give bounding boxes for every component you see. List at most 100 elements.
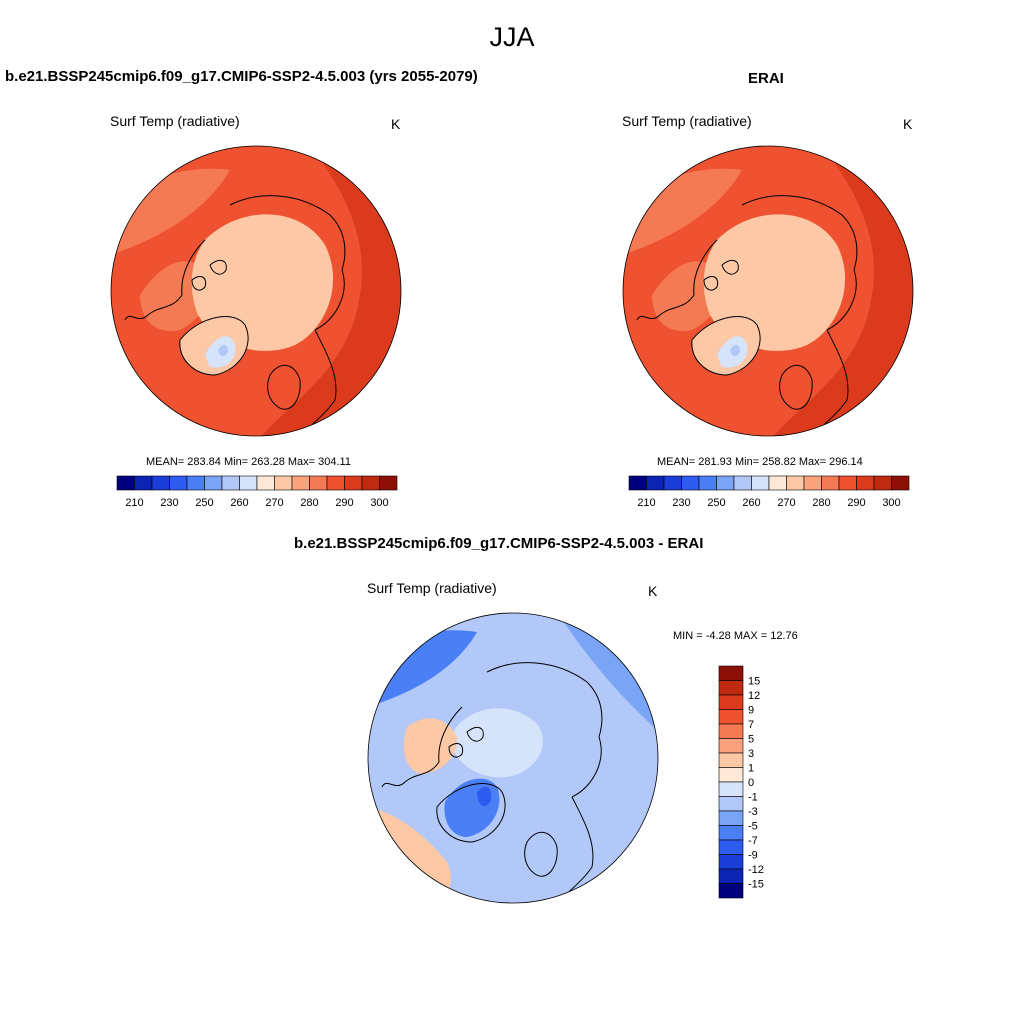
panel-diff-subtitle: Surf Temp (radiative) — [367, 580, 497, 596]
colorbar-box — [718, 738, 744, 754]
diff-polar-map — [367, 612, 659, 904]
arctic-near-zero — [451, 708, 543, 778]
colorbar-box — [221, 475, 240, 491]
colorbar-box — [151, 475, 170, 491]
colorbar-tick-label: 0 — [748, 777, 754, 789]
greenland-coastline — [436, 783, 506, 843]
colorbar-box — [718, 868, 744, 884]
arctic-island-coastline-2 — [703, 276, 719, 291]
colorbar-box — [628, 475, 647, 491]
map-border — [622, 145, 914, 437]
colorbar-box — [718, 796, 744, 812]
colorbar-box — [361, 475, 380, 491]
colorbar-box — [718, 723, 744, 739]
greenland-coastline — [691, 316, 761, 376]
colorbar-box — [751, 475, 770, 491]
colorbar-box — [718, 883, 744, 899]
colorbar-box — [379, 475, 398, 491]
model-colorbar: 210 230 250 260 270 280 290 300 — [116, 475, 398, 509]
colorbar-tick-label: 280 — [812, 497, 830, 509]
panel-obs-stats: MEAN= 281.93 Min= 258.82 Max= 296.14 — [657, 456, 863, 468]
colorbar-box — [309, 475, 328, 491]
colorbar-tick-label: -5 — [748, 821, 758, 833]
scandinavia-coastline — [524, 832, 558, 877]
arctic-island-coastline — [209, 259, 227, 275]
eurasia-coastline — [741, 195, 858, 331]
panel-diff-minmax: MIN = -4.28 MAX = 12.76 — [673, 630, 798, 642]
colorbar-box — [718, 854, 744, 870]
colorbar-tick-label: 290 — [335, 497, 353, 509]
figure-title: JJA — [489, 22, 535, 52]
colorbar-tick-label: 9 — [748, 705, 754, 717]
diff-colorbar: 15 12 9 7 5 3 1 0 -1 -3 -5 -7 -9 -12 -15 — [718, 665, 764, 899]
scandinavia-coastline — [779, 365, 813, 410]
north-america-coastline — [124, 239, 206, 321]
colorbar-tick-label: 280 — [300, 497, 318, 509]
arctic-island-coastline — [466, 726, 484, 742]
colorbar-tick-label: 210 — [637, 497, 655, 509]
colorbar-tick-label: 270 — [265, 497, 283, 509]
greenland-strong-anomaly — [477, 786, 492, 807]
colorbar-tick-label: -9 — [748, 850, 758, 862]
colorbar-tick-label: 250 — [195, 497, 213, 509]
panel-obs-subtitle: Surf Temp (radiative) — [622, 113, 752, 129]
colorbar-tick-label: -7 — [748, 835, 758, 847]
colorbar-box — [718, 694, 744, 710]
colorbar-tick-label: 210 — [125, 497, 143, 509]
colorbar-box — [204, 475, 223, 491]
colorbar-tick-label: 260 — [742, 497, 760, 509]
colorbar-tick-label: 300 — [882, 497, 900, 509]
colorbar-box — [803, 475, 822, 491]
colorbar-tick-label: 250 — [707, 497, 725, 509]
colorbar-box — [718, 839, 744, 855]
colorbar-tick-label: -12 — [748, 864, 764, 876]
colorbar-box — [718, 767, 744, 783]
arctic-island-coastline-2 — [448, 743, 464, 758]
colorbar-box — [718, 825, 744, 841]
north-america-coastline — [381, 706, 463, 788]
colorbar-box — [718, 752, 744, 768]
colorbar-box — [873, 475, 892, 491]
eurasia-coastline — [229, 195, 346, 331]
greenland-coastline — [179, 316, 249, 376]
colorbar-tick-label: 3 — [748, 748, 754, 760]
colorbar-box — [856, 475, 875, 491]
colorbar-tick-label: 270 — [777, 497, 795, 509]
colorbar-tick-label: 5 — [748, 734, 754, 746]
colorbar-box — [256, 475, 275, 491]
colorbar-box — [891, 475, 910, 491]
panel-obs-title: ERAI — [748, 70, 784, 87]
eurasia-coastline — [486, 662, 603, 798]
panel-model-unit: K — [391, 116, 401, 132]
colorbar-box — [646, 475, 665, 491]
colorbar-box — [291, 475, 310, 491]
colorbar-box — [786, 475, 805, 491]
colorbar-box — [134, 475, 153, 491]
colorbar-tick-label: 7 — [748, 719, 754, 731]
colorbar-box — [716, 475, 735, 491]
colorbar-box — [718, 781, 744, 797]
obs-colorbar: 210 230 250 260 270 280 290 300 — [628, 475, 910, 509]
scandinavia-coastline — [267, 365, 301, 410]
arctic-island-coastline-2 — [191, 276, 207, 291]
colorbar-box — [768, 475, 787, 491]
colorbar-box — [239, 475, 258, 491]
colorbar-tick-label: 230 — [672, 497, 690, 509]
map-field — [623, 146, 913, 436]
colorbar-box — [718, 665, 744, 681]
colorbar-tick-label: 230 — [160, 497, 178, 509]
panel-model-stats: MEAN= 283.84 Min= 263.28 Max= 304.11 — [146, 456, 351, 468]
colorbar-tick-label: -15 — [748, 879, 764, 891]
colorbar-box — [733, 475, 752, 491]
greenland-coldest-core — [730, 344, 740, 357]
colorbar-box — [274, 475, 293, 491]
colorbar-box — [326, 475, 345, 491]
map-border — [367, 612, 659, 904]
colorbar-box — [838, 475, 857, 491]
colorbar-tick-label: 15 — [748, 676, 760, 688]
colorbar-box — [663, 475, 682, 491]
colorbar-box — [344, 475, 363, 491]
colorbar-box — [698, 475, 717, 491]
colorbar-tick-label: 260 — [230, 497, 248, 509]
colorbar-box — [718, 680, 744, 696]
